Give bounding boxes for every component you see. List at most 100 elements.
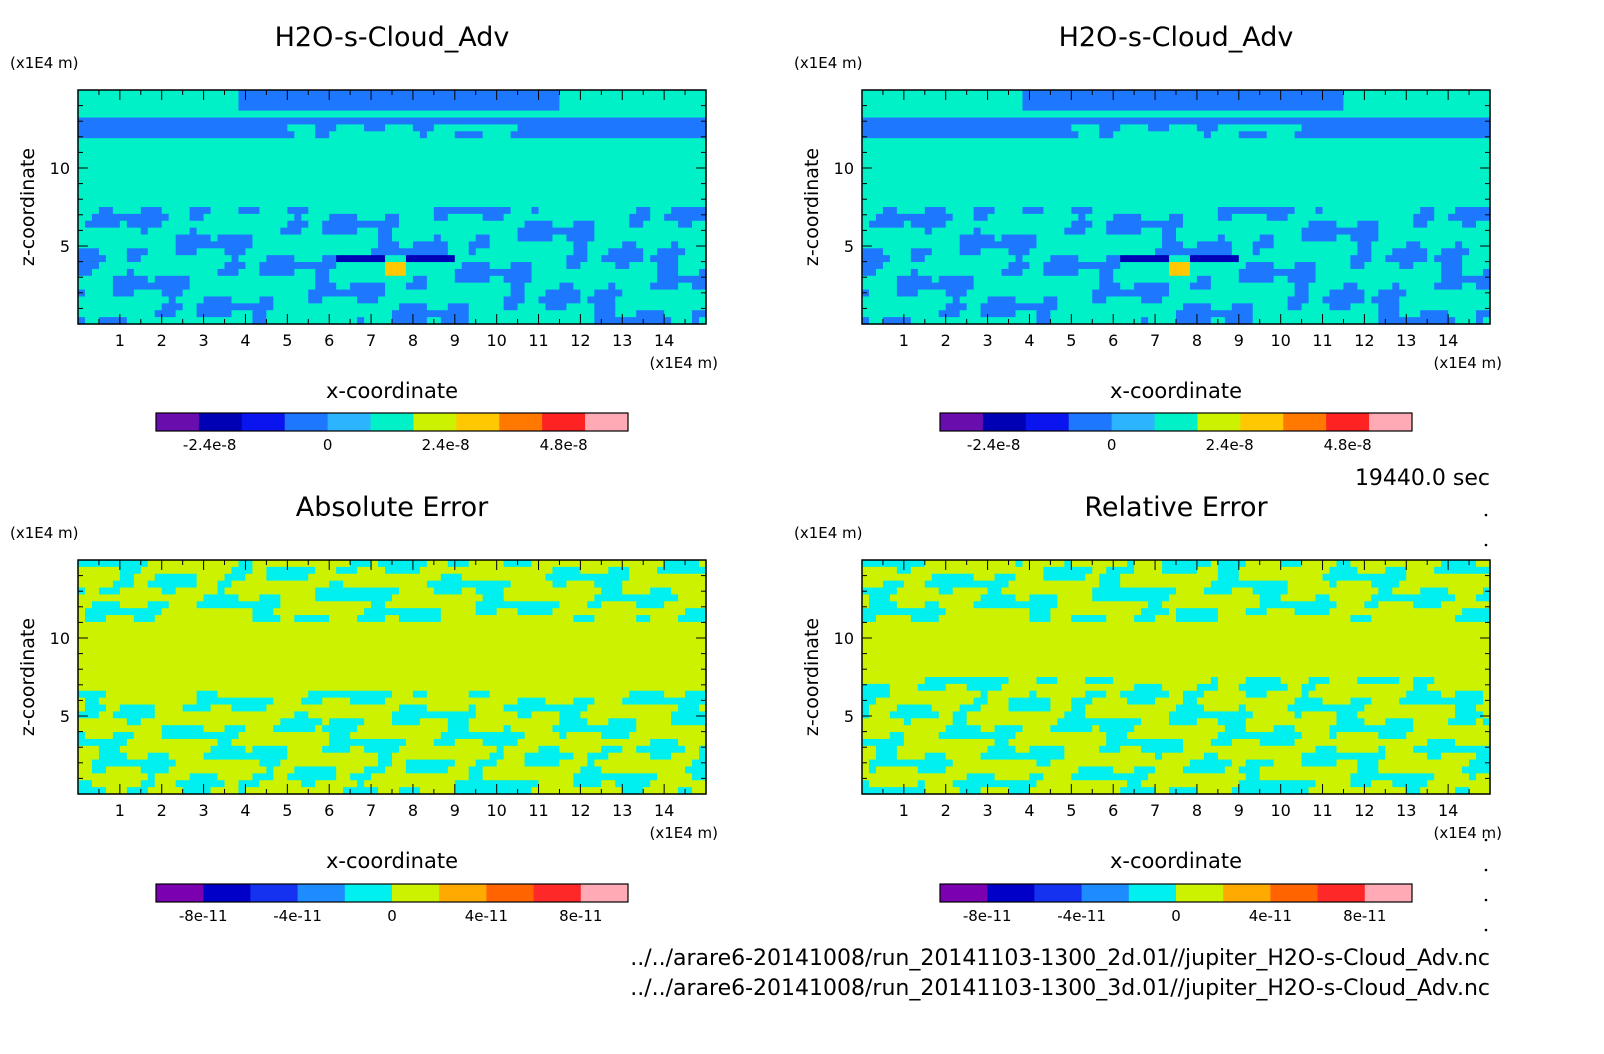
heatmap-cell	[91, 317, 100, 325]
heatmap-cell	[196, 289, 205, 298]
heatmap-cell	[685, 90, 693, 98]
heatmap-cell	[182, 227, 191, 236]
heatmap-cell	[1385, 117, 1393, 126]
heatmap-cell	[862, 172, 870, 181]
heatmap-cell	[910, 103, 919, 112]
heatmap-cell	[1266, 117, 1275, 126]
heatmap-cell	[938, 124, 947, 132]
heatmap-cell	[203, 151, 212, 160]
heatmap-cell	[573, 262, 581, 270]
heatmap-cell	[1231, 213, 1240, 222]
heatmap-cell	[461, 179, 470, 187]
heatmap-cell	[419, 310, 428, 318]
heatmap-cell	[161, 317, 170, 325]
heatmap-cell	[266, 145, 274, 153]
heatmap-cell	[489, 145, 498, 153]
heatmap-cell	[84, 248, 93, 256]
heatmap-cell	[657, 310, 665, 318]
heatmap-cell	[1196, 117, 1205, 126]
heatmap-cell	[938, 151, 947, 160]
heatmap-cell	[294, 200, 302, 208]
heatmap-cell	[510, 200, 519, 208]
heatmap-cell	[252, 193, 261, 201]
colorbar-swatch	[241, 413, 286, 431]
heatmap-cell	[1189, 151, 1198, 160]
heatmap-cell	[322, 275, 330, 284]
heatmap-cell	[1462, 117, 1470, 126]
heatmap-cell	[1441, 213, 1449, 222]
heatmap-cell	[1413, 90, 1421, 98]
heatmap-cell	[1050, 179, 1058, 187]
heatmap-cell	[1462, 103, 1470, 112]
heatmap-cell	[461, 186, 470, 194]
heatmap-cell	[699, 248, 707, 256]
heatmap-cell	[329, 289, 337, 298]
heatmap-cell	[140, 220, 149, 229]
heatmap-cell	[217, 117, 226, 126]
heatmap-cell	[412, 103, 421, 112]
heatmap-cell	[133, 103, 142, 112]
heatmap-cell	[126, 241, 135, 249]
heatmap-cell	[496, 310, 505, 318]
heatmap-cell	[580, 282, 588, 291]
heatmap-cell	[301, 131, 309, 139]
heatmap-cell	[308, 241, 316, 249]
heatmap-cell	[398, 227, 407, 236]
heatmap-cell	[140, 213, 149, 222]
heatmap-cell	[1294, 138, 1303, 146]
heatmap-cell	[615, 296, 623, 304]
heatmap-cell	[601, 213, 609, 222]
heatmap-cell	[119, 220, 128, 229]
heatmap-cell	[566, 275, 575, 284]
heatmap-cell	[419, 262, 428, 270]
heatmap-cell	[385, 207, 393, 215]
heatmap-cell	[1483, 165, 1491, 174]
heatmap-cell	[105, 145, 114, 153]
heatmap-cell	[1120, 90, 1128, 98]
heatmap-cell	[1092, 124, 1100, 132]
heatmap-cell	[643, 289, 651, 298]
heatmap-cell	[664, 268, 672, 277]
heatmap-cell	[910, 145, 919, 153]
heatmap-cell	[252, 96, 261, 105]
heatmap-cell	[622, 289, 630, 298]
heatmap-cell	[440, 303, 449, 311]
heatmap-cell	[573, 193, 581, 201]
heatmap-cell	[882, 151, 891, 160]
heatmap-cell	[1015, 90, 1024, 98]
heatmap-cell	[1392, 220, 1400, 229]
heatmap-cell	[1266, 145, 1275, 153]
heatmap-cell	[433, 317, 442, 325]
heatmap-cell	[601, 145, 609, 153]
heatmap-cell	[517, 172, 526, 181]
heatmap-cell	[496, 165, 505, 174]
heatmap-cell	[1057, 213, 1065, 222]
heatmap-cell	[1134, 90, 1142, 98]
heatmap-cell	[105, 151, 114, 160]
heatmap-cell	[538, 151, 547, 160]
heatmap-cell	[566, 151, 575, 160]
heatmap-cell	[545, 234, 554, 243]
heatmap-cell	[1476, 172, 1484, 181]
heatmap-cell	[405, 117, 414, 126]
heatmap-cell	[622, 303, 630, 311]
x-tick-label: 14	[654, 331, 674, 350]
heatmap-cell	[259, 213, 267, 222]
heatmap-cell	[966, 165, 975, 174]
heatmap-cell	[1336, 158, 1345, 167]
heatmap-cell	[1050, 165, 1058, 174]
heatmap-cell	[287, 96, 295, 105]
panel-2: H2O-s-Cloud_Adv(x1E4 m)1 2 3 4 5 6 7 8 9 10 11 12 13…	[794, 22, 1502, 454]
heatmap-cell	[608, 275, 616, 284]
heatmap-cell	[966, 186, 975, 194]
heatmap-cell	[245, 200, 254, 208]
heatmap-cell	[862, 131, 870, 139]
heatmap-cell	[273, 262, 281, 270]
heatmap-cell	[1245, 213, 1254, 222]
heatmap-cell	[203, 268, 212, 277]
heatmap-cell	[175, 289, 184, 298]
heatmap-cell	[440, 282, 449, 291]
heatmap-cell	[1462, 158, 1470, 167]
heatmap-cell	[475, 289, 484, 298]
heatmap-cell	[678, 268, 686, 277]
